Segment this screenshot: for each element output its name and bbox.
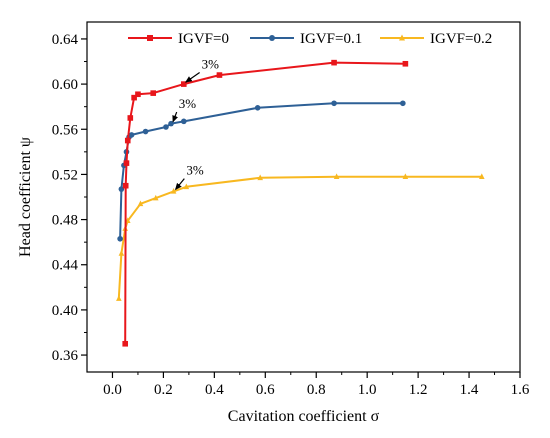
y-axis-title: Head coefficient ψ [17,137,34,257]
data-point [142,128,149,135]
series-line [119,102,403,239]
x-tick-label: 1.4 [460,382,479,398]
x-tick-label: 0.4 [205,382,224,398]
data-point [180,81,187,87]
data-point [400,100,406,107]
series-IGVF=0 [122,59,409,347]
y-tick-label: 0.36 [52,348,79,364]
legend-item: IGVF=0.2 [380,31,492,47]
data-point [402,60,409,67]
data-point [269,35,275,41]
legend-label: IGVF=0.2 [430,31,492,47]
data-point [331,100,337,107]
data-point [116,295,122,301]
data-point [331,59,337,66]
data-point [137,200,144,207]
annotation-arrow [184,72,200,83]
annotation-label: 3% [202,57,220,72]
y-tick-label: 0.52 [52,167,78,183]
data-point [118,250,125,256]
legend-item: IGVF=0 [128,31,229,47]
data-point [402,173,409,179]
annotation-arrow [172,111,178,123]
data-point [127,115,134,121]
data-point [478,173,485,179]
x-tick-label: 1.2 [409,382,428,398]
y-tick-label: 0.60 [52,77,78,93]
data-point [170,188,177,194]
x-tick-label: 0.2 [154,382,173,398]
y-tick-label: 0.44 [52,258,79,274]
data-point [152,194,159,201]
x-tick-label: 1.0 [358,382,377,398]
data-point [128,132,135,138]
annotation-layer: 3% 3% 3% [172,57,220,191]
data-point [135,91,141,98]
x-tick-label: 0.0 [103,382,122,398]
y-tick-label: 0.64 [52,32,79,48]
legend-item: IGVF=0.1 [250,31,362,47]
data-point [122,340,129,347]
series-IGVF=0.2 [116,173,485,301]
data-point [163,124,169,130]
data-point [180,118,187,125]
x-tick-label: 1.6 [511,382,530,398]
data-point [254,105,261,111]
x-tick-label: 0.8 [307,382,326,398]
legend: IGVF=0 IGVF=0.1 IGVF=0.2 [128,31,492,47]
y-tick-label: 0.40 [52,303,78,319]
y-tick-label: 0.56 [52,122,79,138]
series-line [124,61,406,344]
data-point [124,137,131,144]
annotation-arrow [174,178,185,191]
legend-label: IGVF=0.1 [300,31,362,47]
annotation-label: 3% [186,163,204,178]
data-point [333,173,340,179]
data-point [117,235,123,242]
series-line [117,175,482,299]
x-tick-label: 0.6 [256,382,275,398]
data-point [122,182,129,189]
legend-label: IGVF=0 [178,31,229,47]
series-layer [116,59,485,347]
data-point [257,174,263,181]
series-IGVF=0.1 [117,100,406,242]
x-axis-title: Cavitation coefficient σ [228,408,380,425]
data-point [123,160,130,166]
data-point [168,120,174,127]
data-point [183,183,190,190]
data-point [150,90,157,96]
data-point [147,35,153,41]
y-axis: 0.36 0.40 0.44 0.48 0.52 0.56 0.60 0.64 [52,32,87,364]
y-tick-label: 0.48 [52,213,78,229]
data-point [399,34,405,41]
data-point [131,94,137,101]
x-axis: 0.0 0.2 0.4 0.6 0.8 1.0 1.2 1.4 1.6 [103,372,530,398]
annotation-label: 3% [179,96,197,111]
data-point [118,186,125,192]
plot-frame [86,21,521,373]
data-point [216,72,223,78]
